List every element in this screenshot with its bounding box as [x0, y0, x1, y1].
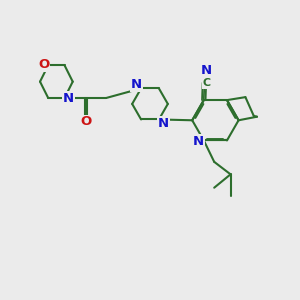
- Text: N: N: [193, 134, 204, 148]
- Text: N: N: [201, 64, 212, 77]
- Text: N: N: [131, 78, 142, 91]
- Text: O: O: [80, 115, 92, 128]
- Text: O: O: [38, 58, 50, 71]
- Text: C: C: [202, 78, 211, 88]
- Text: N: N: [63, 92, 74, 105]
- Text: N: N: [158, 116, 169, 130]
